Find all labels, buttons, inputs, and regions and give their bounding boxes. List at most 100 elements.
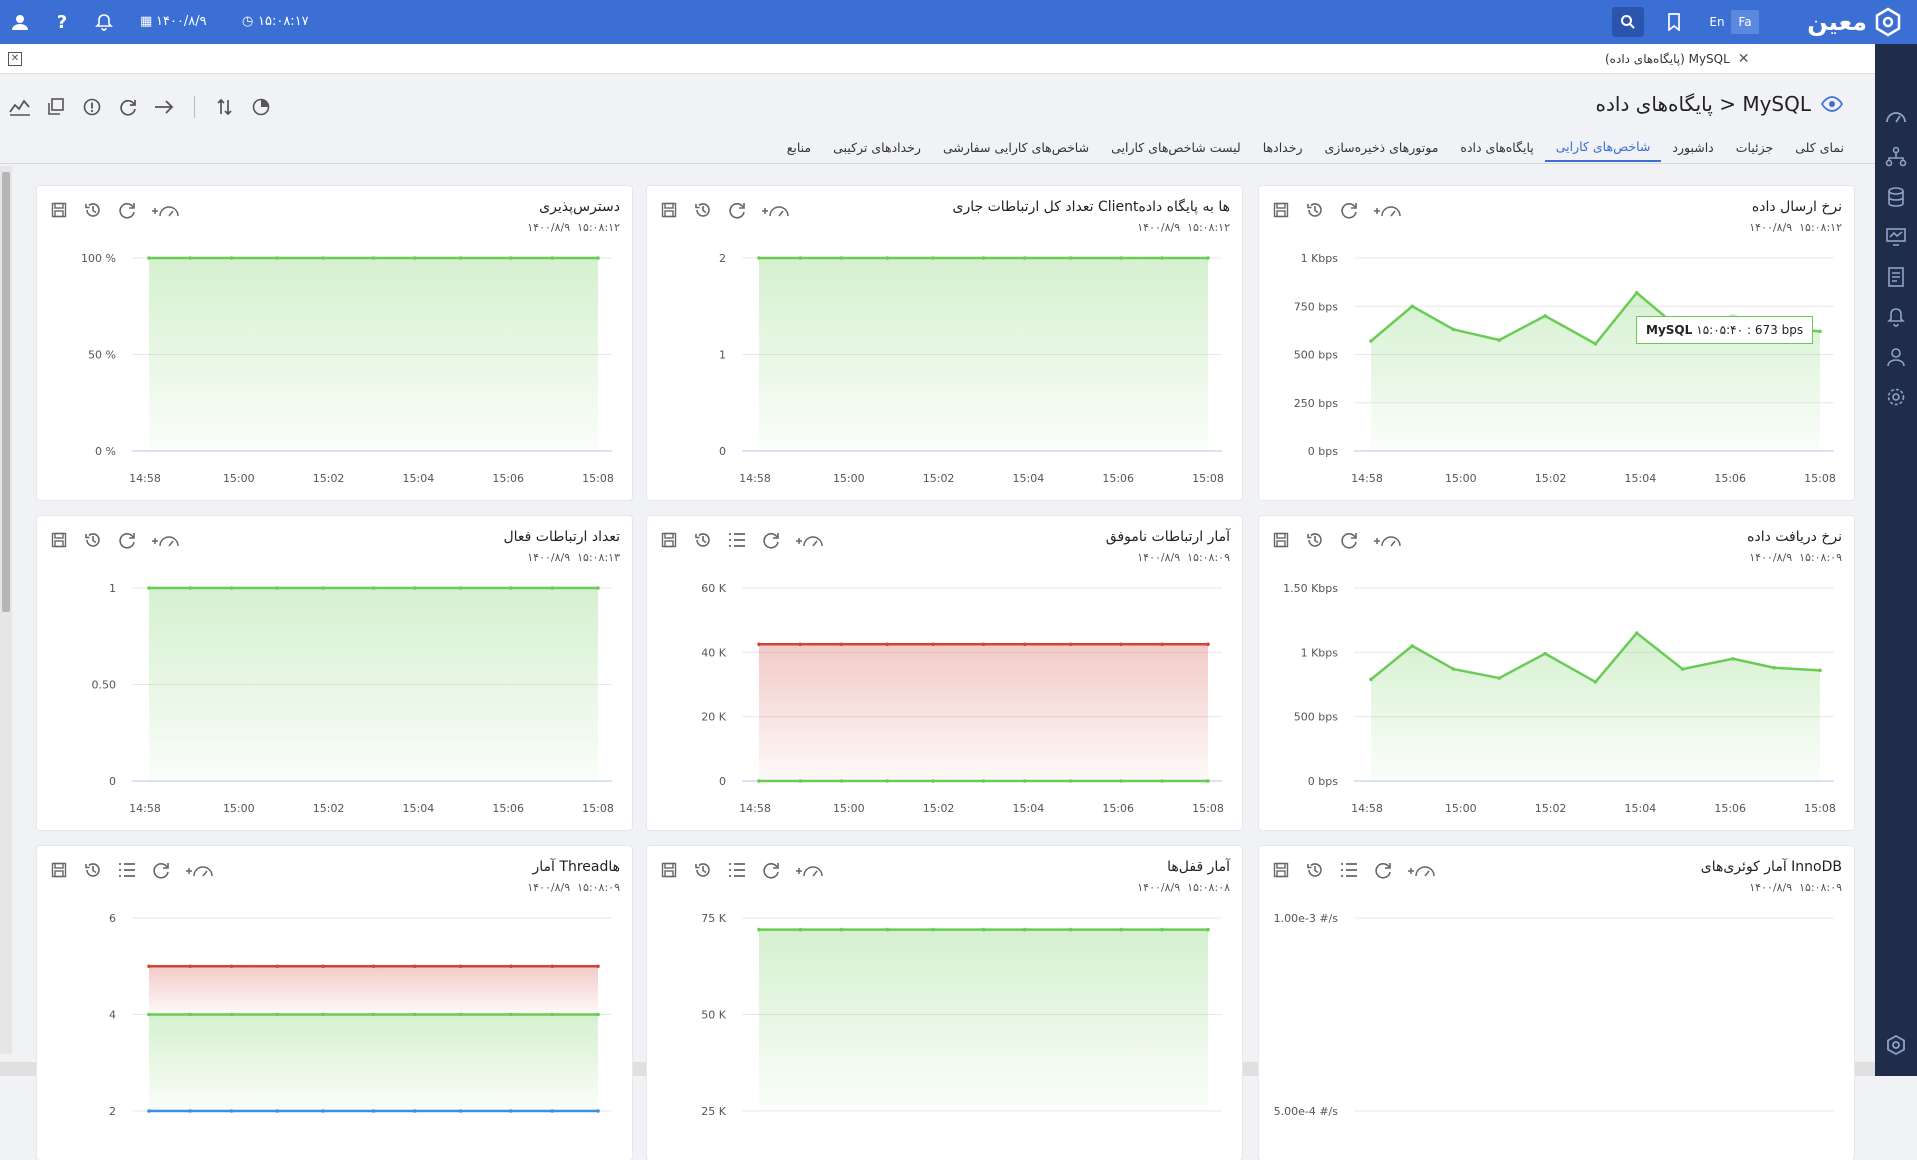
settings-icon[interactable]: [1885, 386, 1907, 408]
copy-icon[interactable]: [44, 95, 68, 119]
data-point[interactable]: [1068, 642, 1073, 647]
history-icon[interactable]: [691, 528, 715, 552]
data-point[interactable]: [757, 779, 761, 783]
data-point[interactable]: [1206, 779, 1210, 783]
refresh-icon[interactable]: [149, 858, 173, 882]
gauge-icon[interactable]: [1885, 106, 1907, 128]
data-point[interactable]: [1022, 779, 1027, 783]
data-point[interactable]: [1410, 304, 1415, 309]
section-tab[interactable]: منابع: [786, 139, 812, 155]
data-point[interactable]: [1022, 642, 1027, 647]
data-point[interactable]: [1068, 779, 1073, 783]
threshold-icon[interactable]: [149, 198, 181, 222]
data-point[interactable]: [798, 256, 803, 260]
data-point[interactable]: [188, 1109, 193, 1113]
history-icon[interactable]: [81, 198, 105, 222]
data-point[interactable]: [798, 779, 803, 783]
history-icon[interactable]: [81, 858, 105, 882]
data-point[interactable]: [147, 256, 151, 260]
section-tab[interactable]: لیست شاخص‌های کارایی: [1111, 139, 1241, 155]
data-point[interactable]: [458, 586, 463, 590]
data-point[interactable]: [321, 586, 325, 590]
arrow-right-icon[interactable]: [152, 95, 176, 119]
data-point[interactable]: [798, 642, 803, 647]
data-point[interactable]: [458, 256, 463, 260]
data-point[interactable]: [550, 1012, 554, 1017]
data-point[interactable]: [229, 586, 234, 590]
data-point[interactable]: [1160, 927, 1164, 932]
data-point[interactable]: [275, 1012, 280, 1017]
save-icon[interactable]: [47, 528, 71, 552]
data-point[interactable]: [839, 642, 844, 647]
data-point[interactable]: [550, 964, 554, 969]
close-icon[interactable]: ✕: [1737, 51, 1750, 67]
data-point[interactable]: [1451, 327, 1456, 332]
threshold-icon[interactable]: [1371, 198, 1403, 222]
report-icon[interactable]: [1885, 266, 1907, 288]
search-button[interactable]: [1612, 7, 1644, 37]
refresh-icon[interactable]: [1337, 528, 1361, 552]
refresh-icon[interactable]: [759, 858, 783, 882]
refresh-icon[interactable]: [759, 528, 783, 552]
data-point[interactable]: [550, 1109, 554, 1113]
tab-mysql[interactable]: MySQL (پایگاه‌های داده) ✕: [1605, 44, 1875, 74]
data-point[interactable]: [458, 1012, 463, 1017]
data-point[interactable]: [931, 642, 935, 647]
close-all-tabs-icon[interactable]: ✕: [8, 52, 22, 66]
data-point[interactable]: [1160, 256, 1164, 260]
list-icon[interactable]: [115, 858, 139, 882]
save-icon[interactable]: [47, 858, 71, 882]
save-icon[interactable]: [657, 528, 681, 552]
history-icon[interactable]: [1303, 528, 1327, 552]
data-point[interactable]: [1634, 631, 1639, 635]
data-point[interactable]: [839, 779, 844, 783]
data-point[interactable]: [229, 964, 234, 969]
refresh-icon[interactable]: [115, 198, 139, 222]
data-point[interactable]: [1543, 314, 1547, 318]
data-point[interactable]: [1160, 779, 1164, 783]
bookmark-icon[interactable]: [1662, 10, 1686, 34]
refresh-icon[interactable]: [1371, 858, 1395, 882]
database-icon[interactable]: [1885, 186, 1907, 208]
data-point[interactable]: [596, 964, 600, 969]
section-tab[interactable]: شاخص‌های کارایی: [1544, 132, 1662, 162]
history-icon[interactable]: [1303, 198, 1327, 222]
data-point[interactable]: [757, 927, 761, 932]
data-point[interactable]: [371, 256, 376, 260]
data-point[interactable]: [1593, 680, 1598, 684]
data-point[interactable]: [1593, 342, 1598, 346]
data-point[interactable]: [1206, 256, 1210, 260]
sort-icon[interactable]: [213, 95, 237, 119]
data-point[interactable]: [1160, 642, 1164, 647]
eye-icon[interactable]: [1821, 96, 1843, 112]
data-point[interactable]: [931, 256, 935, 260]
alert-icon[interactable]: [80, 95, 104, 119]
data-point[interactable]: [981, 256, 986, 260]
data-point[interactable]: [188, 256, 193, 260]
data-point[interactable]: [1068, 256, 1073, 260]
data-point[interactable]: [550, 256, 554, 260]
section-tab[interactable]: شاخص‌های کارایی سفارشی: [942, 139, 1090, 155]
vertical-scrollbar[interactable]: [0, 166, 12, 1054]
data-point[interactable]: [1410, 644, 1415, 648]
refresh-icon[interactable]: [725, 198, 749, 222]
data-point[interactable]: [839, 927, 844, 932]
data-point[interactable]: [321, 1012, 325, 1017]
data-point[interactable]: [509, 1109, 513, 1113]
data-point[interactable]: [147, 1109, 151, 1113]
data-point[interactable]: [412, 1012, 417, 1017]
data-point[interactable]: [885, 927, 890, 932]
list-icon[interactable]: [725, 528, 749, 552]
data-point[interactable]: [885, 779, 890, 783]
data-point[interactable]: [1119, 642, 1123, 647]
data-point[interactable]: [981, 779, 986, 783]
scrollbar-thumb[interactable]: [2, 172, 10, 612]
data-point[interactable]: [509, 256, 513, 260]
data-point[interactable]: [1634, 290, 1639, 295]
section-tab[interactable]: جزئیات: [1735, 139, 1774, 155]
data-point[interactable]: [321, 1109, 325, 1113]
section-tab[interactable]: رخدادهای ترکیبی: [833, 139, 921, 155]
notification-icon[interactable]: [1885, 306, 1907, 328]
section-tab[interactable]: پایگاه‌های داده: [1460, 139, 1534, 155]
data-point[interactable]: [1680, 667, 1685, 671]
